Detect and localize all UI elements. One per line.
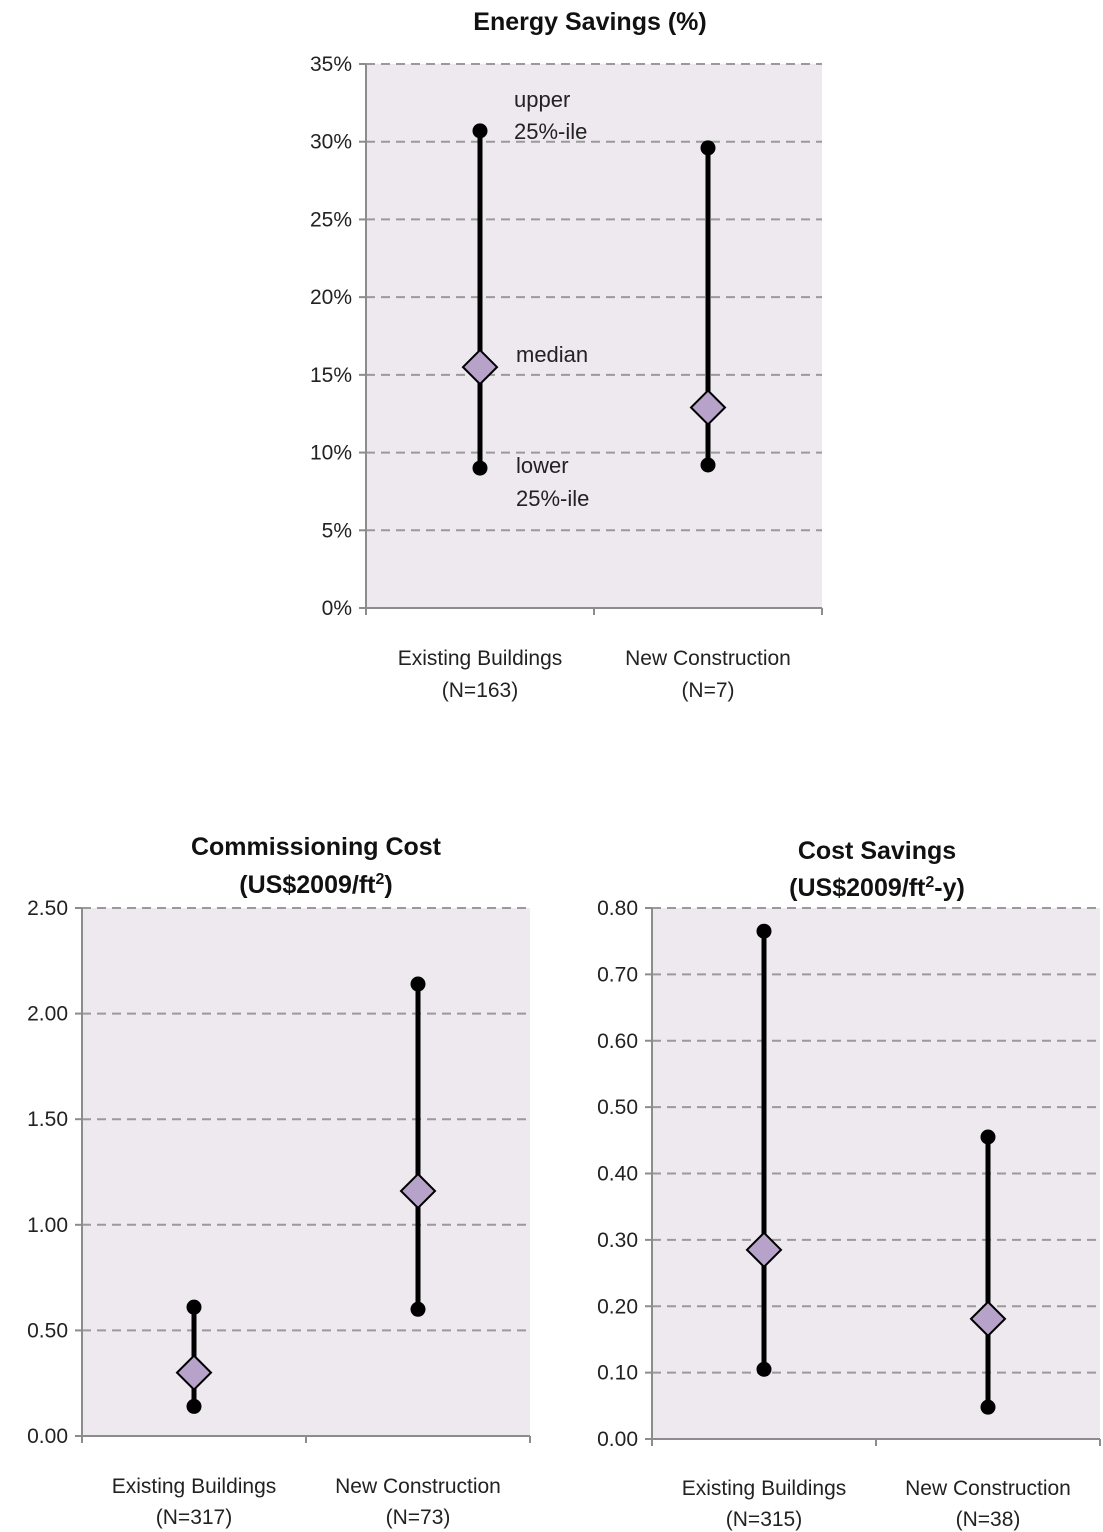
cost-savings-chart: Cost Savings (US$2009/ft2-y) 0.00 0.10 0.20 0… <box>597 837 1101 1531</box>
y-tick-label: 20% <box>310 286 352 309</box>
plot-area <box>366 64 822 608</box>
x-category-label: Existing Buildings <box>682 1477 847 1500</box>
chart-title: Energy Savings (%) <box>473 8 706 36</box>
y-tick-label: 0% <box>322 597 352 620</box>
x-category-count: (N=7) <box>681 679 734 702</box>
y-tick-label: 0.20 <box>597 1295 638 1318</box>
annotation-upper-pct: 25%-ile <box>514 119 587 144</box>
x-category-label: Existing Buildings <box>112 1475 277 1498</box>
median-marker <box>399 1172 437 1210</box>
chart-title-units: (US$2009/ft2-y) <box>789 874 965 902</box>
median-marker <box>461 348 499 386</box>
median-marker <box>745 1231 783 1269</box>
median-marker <box>689 389 727 426</box>
chart-title-units: (US$2009/ft2) <box>239 871 392 899</box>
y-tick-label: 0.00 <box>597 1428 638 1451</box>
y-tick-label: 25% <box>310 208 352 231</box>
y-tick-label: 2.00 <box>27 1003 68 1026</box>
y-tick-label: 0.00 <box>27 1425 68 1448</box>
y-tick-label: 0.80 <box>597 897 638 920</box>
commissioning-cost-chart: Commissioning Cost (US$2009/ft2) 0.00 0.50 1… <box>27 833 531 1529</box>
annotation-upper: upper <box>514 87 570 112</box>
upper-quartile-point <box>756 923 772 939</box>
upper-quartile-point <box>186 1299 202 1315</box>
plot-area <box>652 908 1100 1439</box>
y-tick-label: 0.30 <box>597 1229 638 1252</box>
x-category-label: New Construction <box>625 647 791 670</box>
chart-title: Cost Savings <box>798 837 956 865</box>
y-tick-label: 2.50 <box>27 897 68 920</box>
annotation-lower-pct: 25%-ile <box>516 486 589 511</box>
x-category-label: New Construction <box>335 1475 501 1498</box>
x-category-count: (N=73) <box>386 1506 451 1529</box>
y-tick-label: 5% <box>322 519 352 542</box>
y-tick-label: 0.60 <box>597 1030 638 1053</box>
y-tick-label: 0.10 <box>597 1362 638 1385</box>
upper-quartile-point <box>700 140 716 156</box>
annotation-lower: lower <box>516 453 569 478</box>
y-tick-label: 0.40 <box>597 1163 638 1186</box>
energy-savings-chart: Energy Savings (%) 0% 5% 10% 15% 20% 25% 30% 35%… <box>310 8 823 702</box>
median-marker <box>175 1354 213 1392</box>
y-tick-label: 0.50 <box>27 1319 68 1342</box>
lower-quartile-point <box>756 1361 772 1377</box>
lower-quartile-point <box>700 457 716 473</box>
lower-quartile-point <box>410 1301 426 1317</box>
chart-title: Commissioning Cost <box>191 833 442 861</box>
y-tick-label: 1.00 <box>27 1214 68 1237</box>
upper-quartile-point <box>410 976 426 992</box>
median-marker <box>969 1300 1007 1338</box>
y-tick-label: 0.50 <box>597 1096 638 1119</box>
y-tick-label: 10% <box>310 442 352 465</box>
x-category-count: (N=163) <box>442 679 518 702</box>
plot-area <box>82 908 530 1436</box>
y-tick-label: 15% <box>310 364 352 387</box>
y-tick-label: 30% <box>310 131 352 154</box>
upper-quartile-point <box>980 1129 996 1145</box>
y-tick-label: 1.50 <box>27 1108 68 1131</box>
x-category-count: (N=38) <box>956 1508 1021 1531</box>
lower-quartile-point <box>980 1399 996 1415</box>
upper-quartile-point <box>472 123 488 139</box>
x-category-count: (N=315) <box>726 1508 802 1531</box>
lower-quartile-point <box>186 1398 202 1414</box>
annotation-median: median <box>516 342 588 367</box>
x-category-label: New Construction <box>905 1477 1071 1500</box>
x-category-count: (N=317) <box>156 1506 232 1529</box>
y-tick-label: 0.70 <box>597 963 638 986</box>
x-category-label: Existing Buildings <box>398 647 563 670</box>
y-tick-label: 35% <box>310 53 352 76</box>
lower-quartile-point <box>472 460 488 476</box>
